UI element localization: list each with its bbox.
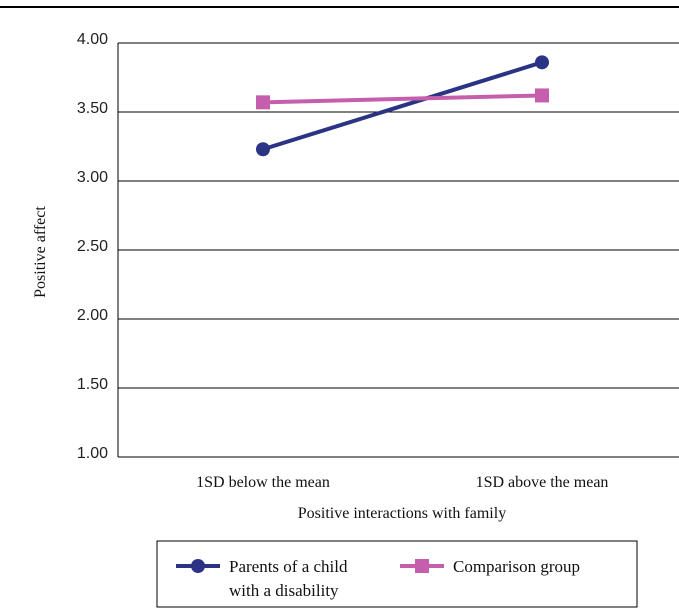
series-line [262,93,543,105]
x-axis-title: Positive interactions with family [298,505,506,522]
y-axis-ticks: 1.00 1.50 2.00 2.50 3.00 3.50 4.00 [77,31,108,462]
legend-item: Comparison group [400,557,580,576]
grid [117,42,679,458]
legend-marker [191,559,205,573]
data-point [256,142,270,157]
series-2 [256,88,549,110]
legend-item: Parents of a child with a disability [176,557,348,600]
x-category-label: 1SD above the mean [476,474,609,491]
legend-box [156,540,638,608]
y-axis-title: Positive affect [32,206,49,298]
y-tick-label: 1.00 [77,445,108,462]
legend-label: Comparison group [453,557,580,576]
legend-label: Parents of a child [229,557,348,576]
y-tick-label: 3.00 [77,169,108,186]
y-tick-label: 4.00 [77,31,108,48]
legend-label: with a disability [229,581,339,600]
legend: Parents of a child with a disability Compa… [156,540,638,608]
legend-marker [415,559,429,573]
data-point [535,88,549,103]
data-point [535,55,549,70]
y-tick-label: 3.50 [77,100,108,117]
y-tick-label: 2.00 [77,307,108,324]
data-point [256,95,270,110]
series-1 [256,55,549,157]
y-tick-label: 2.50 [77,238,108,255]
series-group [256,55,549,157]
x-category-label: 1SD below the mean [196,474,330,491]
x-axis-categories: 1SD below the mean 1SD above the mean [196,474,608,491]
y-tick-label: 1.50 [77,376,108,393]
series-line [262,60,543,152]
